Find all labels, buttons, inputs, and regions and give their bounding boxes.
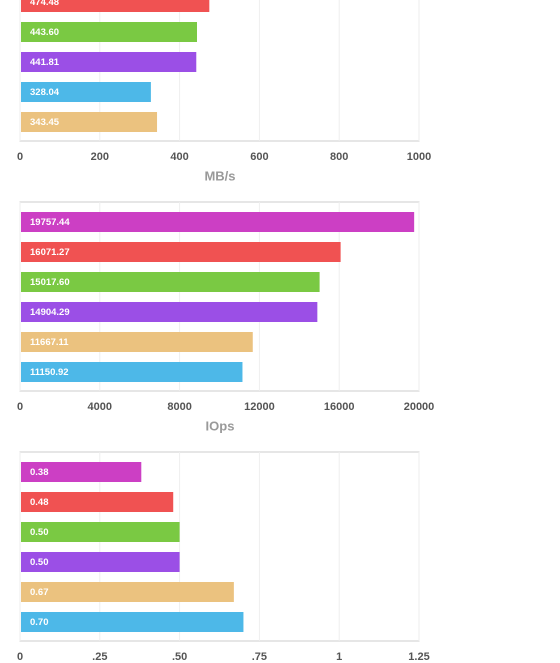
x-tick-label: 0	[17, 401, 23, 413]
x-tick-label: 4000	[88, 401, 112, 413]
value-label: 343.45	[30, 117, 60, 128]
x-tick-label: 400	[170, 151, 188, 163]
x-tick-label: 1000	[407, 151, 431, 163]
value-label: 0.50	[30, 527, 49, 538]
x-axis-title: IOps	[206, 418, 235, 433]
bar	[21, 112, 158, 132]
value-label: 441.81	[30, 57, 60, 68]
bar	[21, 522, 180, 542]
bar	[21, 0, 210, 12]
x-tick-label: 0	[17, 151, 23, 163]
value-label: 15017.60	[30, 277, 70, 288]
value-label: 328.04	[30, 87, 60, 98]
value-label: 0.38	[30, 467, 49, 478]
x-tick-label: 16000	[324, 401, 355, 413]
bar	[21, 22, 197, 42]
bar	[21, 582, 234, 602]
value-label: 14904.29	[30, 307, 70, 318]
bar	[21, 332, 253, 352]
bar	[21, 462, 142, 482]
bar	[21, 492, 174, 512]
value-label: 16071.27	[30, 247, 70, 258]
x-tick-label: 1.25	[408, 651, 429, 663]
x-axis-title: MB/s	[204, 168, 235, 183]
x-tick-label: 12000	[244, 401, 275, 413]
x-tick-label: 8000	[167, 401, 191, 413]
x-tick-label: .75	[252, 651, 267, 663]
value-label: 0.70	[30, 617, 49, 628]
x-tick-label: 200	[91, 151, 109, 163]
value-label: 0.48	[30, 497, 49, 508]
value-label: 0.50	[30, 557, 49, 568]
bar	[21, 302, 318, 322]
value-label: 11667.11	[30, 337, 69, 348]
x-tick-label: 20000	[404, 401, 435, 413]
x-tick-label: 600	[250, 151, 268, 163]
bar	[21, 612, 244, 632]
value-label: 0.67	[30, 587, 49, 598]
x-tick-label: 0	[17, 651, 23, 663]
x-tick-label: 800	[330, 151, 348, 163]
value-label: 474.48	[30, 0, 59, 8]
bar	[21, 552, 180, 572]
x-tick-label: .50	[172, 651, 187, 663]
bar	[21, 272, 320, 292]
bar	[21, 212, 415, 232]
value-label: 11150.92	[30, 367, 69, 378]
bar	[21, 362, 243, 382]
value-label: 443.60	[30, 27, 59, 38]
bar	[21, 242, 341, 262]
x-tick-label: .25	[92, 651, 107, 663]
value-label: 19757.44	[30, 217, 70, 228]
bar	[21, 82, 151, 102]
x-tick-label: 1	[336, 651, 342, 663]
bar	[21, 52, 197, 72]
